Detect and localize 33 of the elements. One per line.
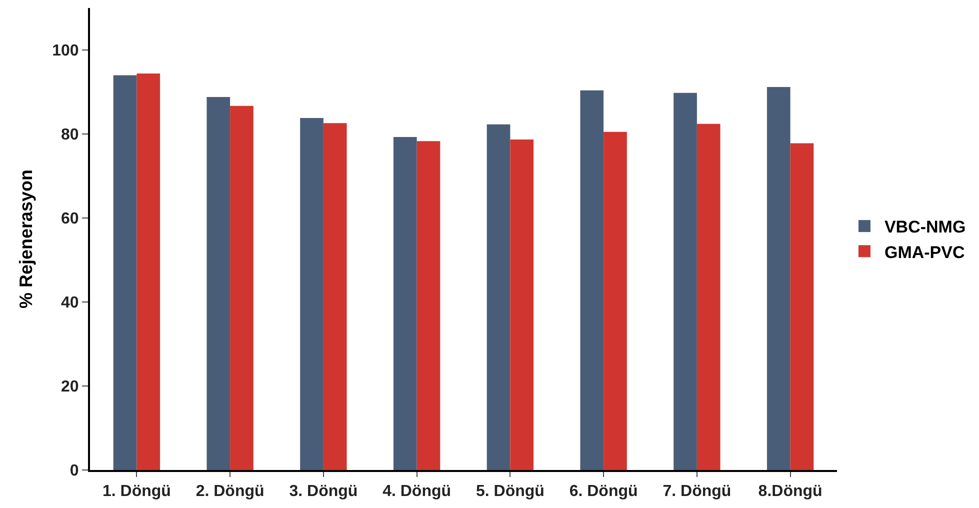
y-tick-label: 100 [52, 42, 79, 60]
bar [136, 74, 160, 470]
y-tick-label: 20 [61, 378, 79, 396]
bar [416, 141, 440, 470]
y-tick-label: 80 [61, 126, 79, 144]
bar [113, 75, 137, 470]
bar [230, 106, 254, 470]
x-tick-label: 7. Döngü [662, 483, 732, 500]
y-tick-label: 40 [61, 294, 79, 312]
bar [696, 124, 720, 470]
y-tick-label: 0 [70, 462, 79, 480]
bar [486, 124, 510, 470]
x-tick-label: 1. Döngü [102, 483, 171, 500]
bar [206, 97, 230, 470]
bar [300, 118, 324, 470]
x-tick-label: 5. Döngü [476, 483, 544, 500]
bar [604, 132, 627, 470]
bar [323, 123, 347, 470]
y-axis-title: % Rejenerasyon [16, 169, 36, 309]
bar [674, 92, 697, 470]
bar [580, 90, 604, 470]
x-tick-label: 3. Döngü [289, 483, 358, 500]
x-tick-label: 2. Döngü [196, 483, 264, 500]
bar [766, 86, 790, 470]
y-tick-label: 60 [61, 210, 79, 228]
x-tick-label: 4. Döngü [382, 483, 452, 500]
legend-label: GMA-PVC [884, 242, 965, 262]
bar [393, 136, 417, 470]
bar [510, 139, 534, 470]
x-tick-label: 6. Döngü [569, 483, 638, 500]
x-tick-label: 8.Döngü [758, 483, 822, 500]
bar [790, 143, 814, 470]
legend-label: VBC-NMG [884, 218, 966, 237]
